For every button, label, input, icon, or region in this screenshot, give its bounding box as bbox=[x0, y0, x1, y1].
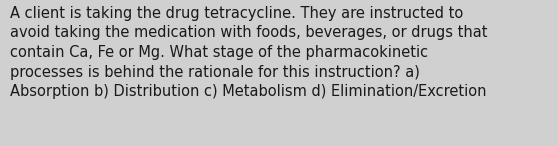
Text: A client is taking the drug tetracycline. They are instructed to
avoid taking th: A client is taking the drug tetracycline… bbox=[10, 6, 488, 99]
